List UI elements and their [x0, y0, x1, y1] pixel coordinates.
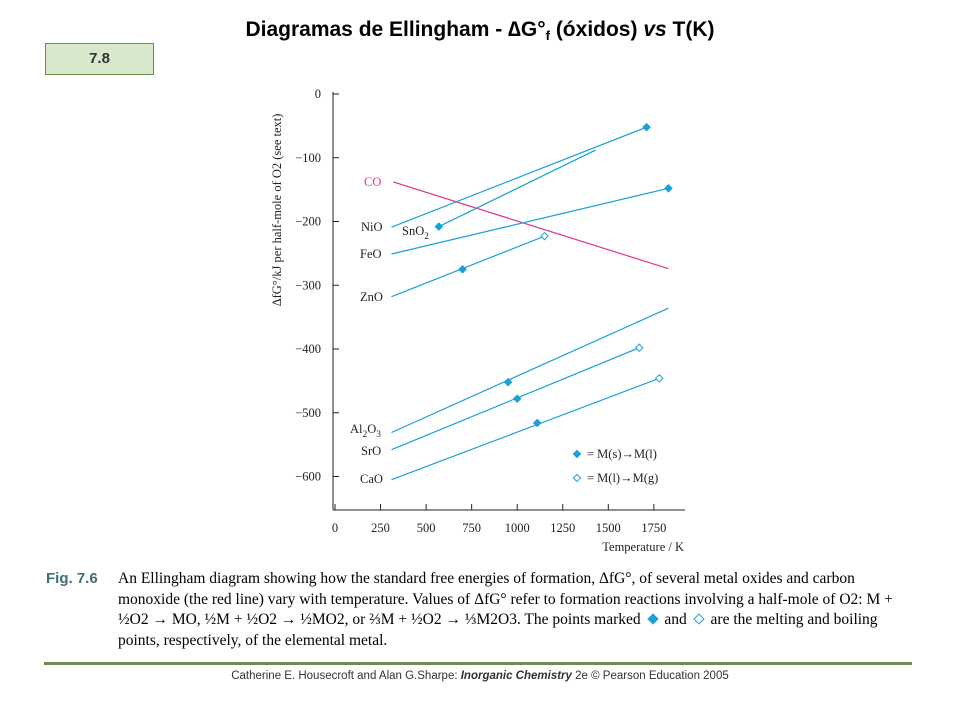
- title-end: T(K): [666, 18, 715, 41]
- caption-line2: are the melting and boiling points, resp…: [118, 611, 878, 649]
- data-point-melting: [532, 418, 542, 428]
- x-tick-label: 0: [332, 521, 338, 535]
- series-label: SnO2: [402, 224, 429, 242]
- series-label: CaO: [360, 472, 383, 486]
- figure-label: Fig. 7.6: [46, 570, 98, 587]
- footer-credit: Catherine E. Housecroft and Alan G.Sharp…: [0, 670, 960, 682]
- data-point-boiling: [540, 231, 549, 241]
- series-line-nio: [391, 126, 647, 228]
- series-line-al2o3: [391, 307, 669, 434]
- legend-label: = M(l)→M(g): [587, 471, 658, 485]
- caption-and: and: [664, 611, 687, 628]
- title-delta-g: ∆G°: [508, 18, 546, 41]
- open-diamond-icon: [693, 613, 705, 625]
- data-point-boiling: [634, 343, 644, 353]
- y-tick-label: −300: [295, 278, 321, 292]
- data-point-melting: [642, 122, 651, 132]
- series-label: FeO: [360, 247, 382, 261]
- x-tick-label: 1000: [505, 521, 530, 535]
- series-label: SrO: [361, 444, 381, 458]
- data-point-boiling: [655, 374, 664, 383]
- series-line-cao: [391, 377, 660, 481]
- title-subscript: f: [545, 28, 550, 43]
- data-point-melting: [434, 222, 444, 231]
- series-line-feo: [391, 187, 669, 255]
- series-line-zno: [391, 235, 545, 298]
- x-tick-label: 750: [462, 521, 481, 535]
- slide-number-badge: 7.8: [45, 43, 154, 75]
- series-line-sno2: [438, 149, 596, 228]
- y-tick-label: −400: [295, 342, 321, 356]
- footer-edition: 2e © Pearson Education 2005: [571, 670, 729, 682]
- footer-divider: [44, 662, 912, 665]
- legend-marker: [572, 473, 582, 483]
- data-point-melting: [512, 394, 522, 404]
- slide-title: Diagramas de Ellingham - ∆G°f (óxidos) v…: [0, 18, 960, 43]
- footer-book: Inorganic Chemistry: [460, 670, 572, 682]
- y-tick-label: −100: [295, 151, 321, 165]
- series-label: Al2O3: [350, 422, 381, 440]
- x-tick-label: 250: [371, 521, 390, 535]
- series-label: CO: [364, 175, 381, 189]
- x-tick-label: 1500: [596, 521, 621, 535]
- y-tick-label: −600: [295, 470, 321, 484]
- caption-text: An Ellingham diagram showing how the sta…: [118, 569, 908, 651]
- legend-label: = M(s)→M(l): [587, 447, 657, 461]
- data-point-melting: [458, 265, 467, 274]
- y-tick-label: 0: [315, 87, 321, 101]
- x-tick-label: 1750: [641, 521, 666, 535]
- title-mid: (óxidos): [549, 18, 644, 41]
- series-line-co: [393, 181, 669, 270]
- series-label: NiO: [361, 220, 383, 234]
- caption-line1: An Ellingham diagram showing how the sta…: [118, 570, 893, 628]
- title-vs: vs: [643, 18, 667, 41]
- filled-diamond-icon: [646, 613, 659, 625]
- data-point-melting: [503, 377, 513, 387]
- y-axis-title: ΔfG°/kJ per half-mole of O2 (see text): [270, 114, 284, 307]
- y-tick-label: −200: [295, 215, 321, 229]
- x-tick-label: 1250: [550, 521, 575, 535]
- series-label: ZnO: [360, 290, 383, 304]
- x-axis-title: Temperature / K: [602, 540, 684, 554]
- legend-marker: [572, 449, 582, 459]
- data-point-melting: [664, 184, 673, 193]
- y-tick-label: −500: [295, 406, 321, 420]
- footer-authors: Catherine E. Housecroft and Alan G.Sharp…: [231, 670, 461, 682]
- x-tick-label: 500: [417, 521, 436, 535]
- title-main: Diagramas de Ellingham -: [245, 18, 509, 41]
